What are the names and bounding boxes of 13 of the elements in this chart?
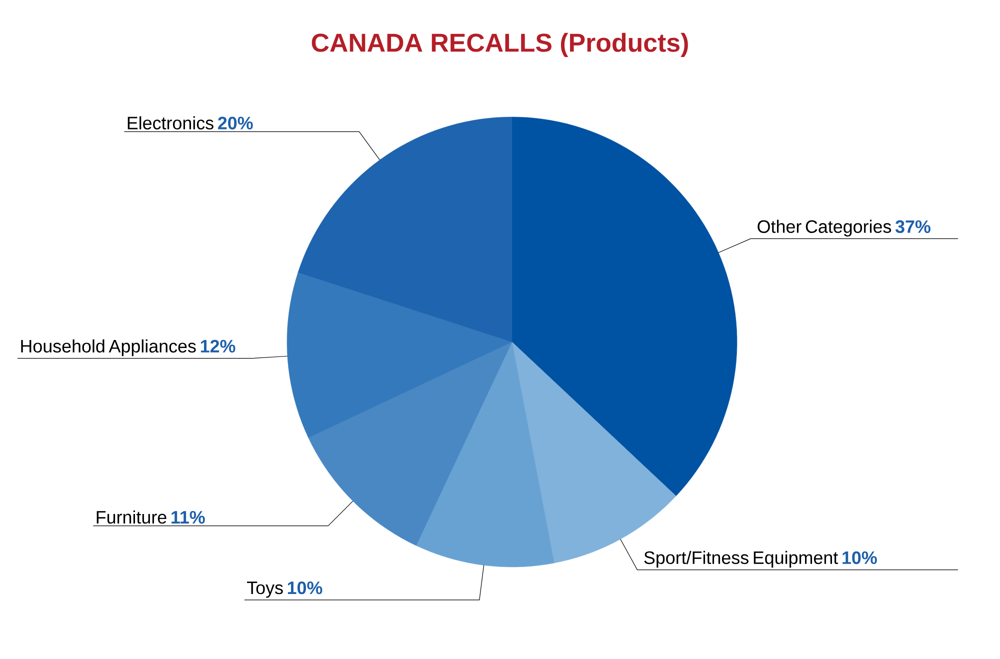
chart-title: CANADA RECALLS (Products) xyxy=(312,32,688,58)
slice-label: Sport/Fitness Equipment xyxy=(644,550,838,568)
slice-label: Toys xyxy=(247,582,283,598)
data-label: 11% xyxy=(172,510,205,524)
data-label: 12% xyxy=(200,340,236,353)
slice-label: Furniture xyxy=(96,510,166,524)
data-label: 10% xyxy=(842,551,877,564)
data-label: 37% xyxy=(895,220,930,234)
slice-label: Household Appliances xyxy=(21,339,196,356)
slice-label: Other Categories xyxy=(758,220,892,237)
data-label: 10% xyxy=(288,581,322,594)
data-label: 20% xyxy=(218,116,253,130)
slice-label: Electronics xyxy=(128,116,214,130)
